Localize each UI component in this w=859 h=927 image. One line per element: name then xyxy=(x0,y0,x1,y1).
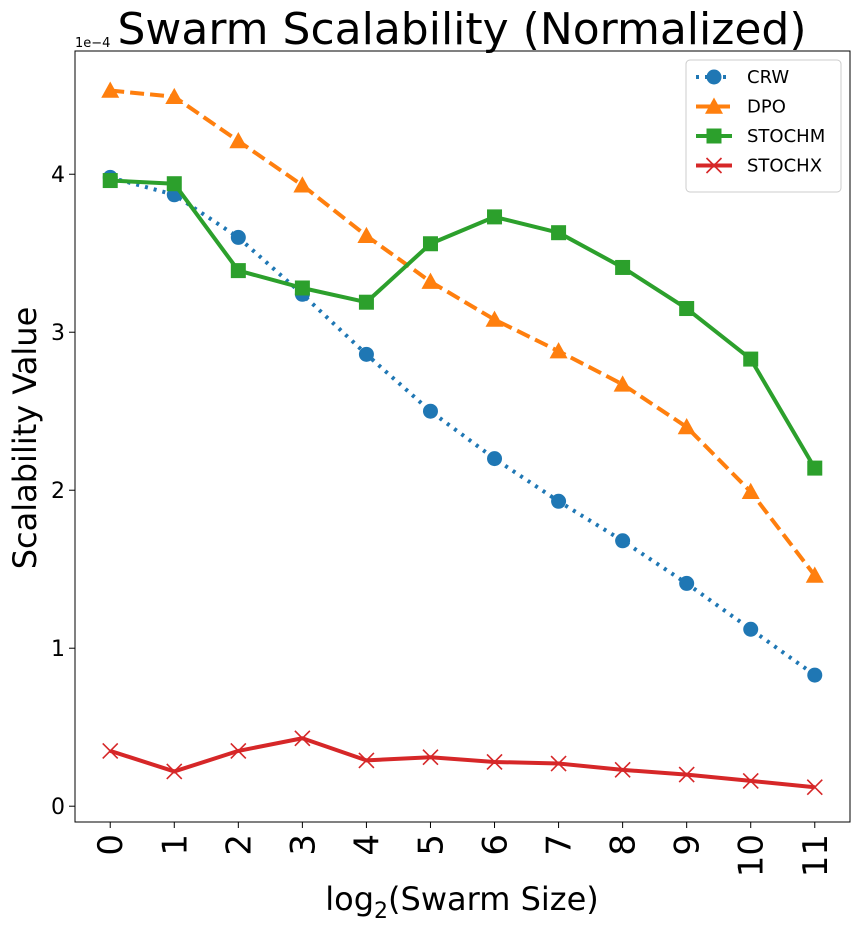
legend-item-dpo: DPO xyxy=(696,97,786,118)
y-axis-multiplier: 1e−4 xyxy=(75,36,110,51)
x-tick-label: 4 xyxy=(347,834,387,856)
legend-item-stochm: STOCHM xyxy=(696,126,825,147)
data-point-crw xyxy=(422,403,438,419)
data-point-crw xyxy=(807,667,823,683)
x-tick-label: 6 xyxy=(476,834,516,856)
data-point-crw xyxy=(551,493,567,509)
legend-marker xyxy=(706,69,722,85)
data-point-stochm xyxy=(102,173,118,189)
legend-marker xyxy=(706,128,722,144)
data-point-dpo xyxy=(293,176,312,193)
data-point-stochm xyxy=(551,225,567,241)
data-point-crw xyxy=(487,451,503,467)
data-point-stochm xyxy=(743,351,759,367)
series-dpo xyxy=(101,81,824,583)
legend-label: CRW xyxy=(747,67,789,88)
y-axis-label: Scalability Value xyxy=(6,307,44,570)
data-point-stochm xyxy=(294,280,310,296)
data-point-dpo xyxy=(677,418,696,435)
x-tick-label: 8 xyxy=(604,834,644,856)
data-point-stochx xyxy=(166,763,183,780)
data-point-stochx xyxy=(422,749,439,766)
legend-label: STOCHX xyxy=(747,156,822,177)
data-point-stochm xyxy=(679,301,695,317)
x-axis-label-prefix: log xyxy=(325,880,374,918)
data-point-stochm xyxy=(487,209,503,225)
data-point-stochm xyxy=(807,460,823,476)
x-tick-label: 2 xyxy=(219,834,259,856)
data-point-stochx xyxy=(102,742,119,759)
plot-area-frame xyxy=(74,50,851,823)
series-line-dpo xyxy=(110,88,817,577)
y-tick-label: 4 xyxy=(51,163,65,188)
x-axis-ticks: 0 1 2 3 4 5 6 7 8 9 10 11 xyxy=(91,822,836,877)
data-point-dpo xyxy=(357,226,376,244)
data-point-stochx xyxy=(358,752,375,769)
data-point-stochx xyxy=(230,742,247,759)
data-point-stochm xyxy=(230,263,246,279)
data-point-stochx xyxy=(742,772,759,789)
y-tick-label: 0 xyxy=(51,795,65,820)
data-point-stochx xyxy=(294,730,311,747)
series-layer xyxy=(101,81,824,796)
legend-box xyxy=(685,59,842,193)
y-tick-label: 1 xyxy=(51,637,65,662)
series-stochx xyxy=(102,730,823,796)
x-tick-label: 9 xyxy=(668,834,708,856)
data-point-stochx xyxy=(614,761,631,778)
data-point-stochm xyxy=(166,176,182,192)
data-point-crw xyxy=(743,621,759,637)
data-point-dpo xyxy=(165,87,184,105)
data-point-stochx xyxy=(806,779,823,796)
series-line-crw xyxy=(109,175,816,677)
data-point-dpo xyxy=(741,482,760,499)
legend-marker xyxy=(705,97,723,114)
legend: CRW DPO STOCHM STOCHX xyxy=(685,59,842,193)
series-crw xyxy=(102,169,823,683)
data-point-stochm xyxy=(358,294,374,310)
x-tick-label: 0 xyxy=(91,834,131,856)
x-tick-label: 3 xyxy=(283,834,323,856)
series-line-stochx xyxy=(109,736,815,790)
x-tick-label: 1 xyxy=(155,834,195,856)
series-stochm xyxy=(102,173,823,476)
x-axis-label: log2(Swarm Size) xyxy=(325,880,598,924)
data-point-dpo xyxy=(485,310,504,327)
x-tick-label: 5 xyxy=(411,834,451,856)
data-point-stochx xyxy=(678,766,695,783)
x-tick-label: 10 xyxy=(732,834,772,877)
data-point-crw xyxy=(230,229,246,245)
data-point-dpo xyxy=(101,81,120,98)
legend-marker xyxy=(705,157,723,174)
series-line-stochm xyxy=(110,178,817,470)
data-point-stochx xyxy=(550,755,567,772)
data-point-stochx xyxy=(486,753,503,771)
legend-label: STOCHM xyxy=(747,126,825,147)
data-point-crw xyxy=(615,533,631,549)
data-point-dpo xyxy=(549,342,568,359)
x-axis-label-subscript: 2 xyxy=(374,899,388,924)
y-tick-label: 2 xyxy=(51,479,65,504)
data-point-dpo xyxy=(229,132,248,149)
legend-item-crw: CRW xyxy=(696,67,789,88)
data-point-stochm xyxy=(422,236,438,252)
data-point-dpo xyxy=(613,375,632,392)
data-point-crw xyxy=(358,346,374,362)
legend-item-stochx: STOCHX xyxy=(696,156,822,177)
x-tick-label: 7 xyxy=(540,834,580,856)
x-tick-label: 11 xyxy=(796,834,836,877)
data-point-stochm xyxy=(615,259,631,275)
x-axis-label-suffix: (Swarm Size) xyxy=(388,880,599,918)
y-tick-label: 3 xyxy=(51,321,65,346)
y-axis-ticks: 0 1 2 3 4 xyxy=(51,163,75,820)
legend-label: DPO xyxy=(747,97,786,118)
chart-title: Swarm Scalability (Normalized) xyxy=(117,4,806,55)
data-point-crw xyxy=(679,575,695,591)
data-point-dpo xyxy=(805,566,824,583)
data-point-dpo xyxy=(421,272,440,289)
